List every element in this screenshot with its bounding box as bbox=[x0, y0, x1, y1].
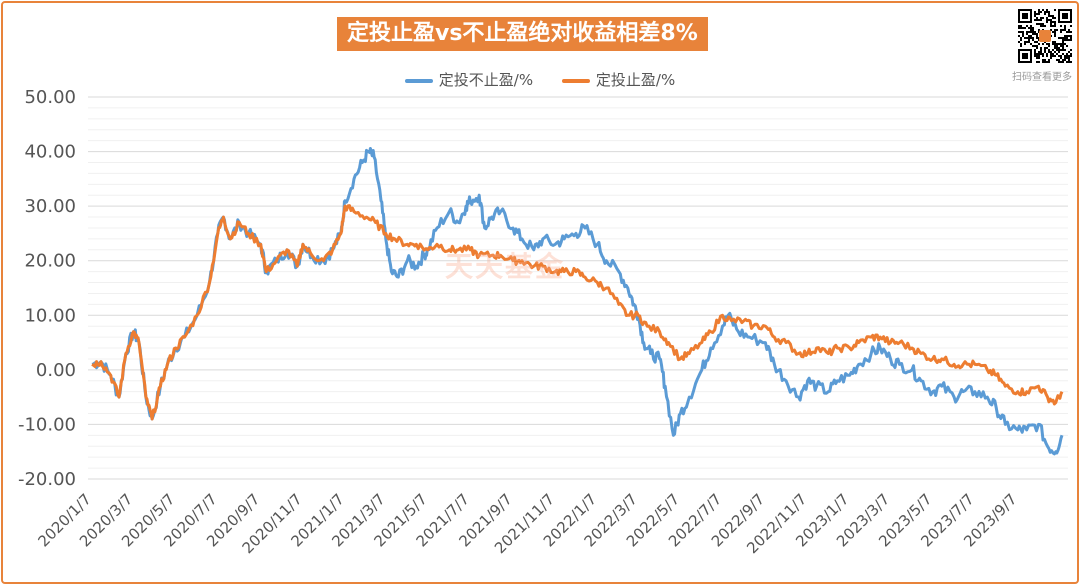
legend-swatch-blue bbox=[404, 78, 433, 83]
legend-item-take-profit[interactable]: 定投止盈/% bbox=[561, 69, 676, 90]
qr-caption: 扫码查看更多 bbox=[1012, 72, 1072, 83]
x-axis: 2020/1/72020/3/72020/5/72020/7/72020/9/7… bbox=[34, 490, 1020, 557]
legend-swatch-orange bbox=[561, 78, 590, 83]
y-tick-label: 50.00 bbox=[24, 87, 76, 108]
grid-lines bbox=[88, 96, 1068, 480]
legend-label: 定投止盈/% bbox=[595, 71, 676, 89]
y-tick-label: 10.00 bbox=[24, 305, 76, 326]
y-tick-label: 0.00 bbox=[36, 360, 76, 381]
legend: 定投不止盈/% 定投止盈/% bbox=[0, 69, 1080, 91]
chart-title: 定投止盈vs不止盈绝对收益相差8% bbox=[337, 17, 708, 51]
y-axis: 50.00 40.00 30.00 20.00 10.00 0.00 -10.00 -20.0… bbox=[18, 87, 76, 490]
legend-label: 定投不止盈/% bbox=[438, 71, 534, 89]
series-line-no-take-profit bbox=[91, 147, 1064, 456]
series-line-take-profit bbox=[91, 204, 1064, 421]
y-tick-label: 30.00 bbox=[24, 196, 76, 217]
y-tick-label: 20.00 bbox=[24, 251, 76, 272]
watermark: 天天基金 bbox=[445, 250, 566, 283]
qr-code-icon[interactable] bbox=[1018, 9, 1072, 63]
series-lines bbox=[91, 147, 1064, 456]
y-tick-label: -20.00 bbox=[18, 469, 76, 490]
y-tick-label: 40.00 bbox=[24, 142, 76, 163]
y-tick-label: -10.00 bbox=[18, 414, 76, 435]
legend-item-no-take-profit[interactable]: 定投不止盈/% bbox=[404, 69, 534, 90]
